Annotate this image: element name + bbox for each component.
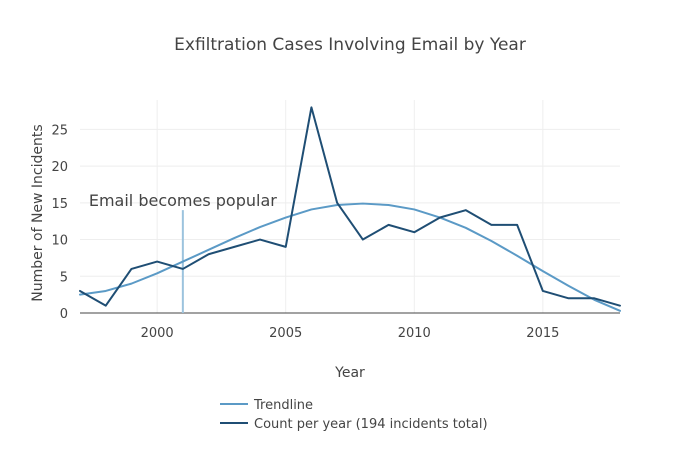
data-point-series-0: [180, 259, 185, 264]
x-axis-label: Year: [334, 365, 365, 381]
data-point-series-1: [386, 222, 391, 227]
x-tick-label: 2005: [269, 326, 302, 341]
data-point-series-0: [155, 271, 160, 276]
series-line-0: [79, 202, 621, 312]
y-tick-label: 15: [51, 197, 68, 212]
data-point-series-1: [103, 303, 108, 308]
y-tick-label: 20: [51, 160, 68, 175]
annotation-text: Email becomes popular: [89, 191, 277, 210]
data-point-series-0: [515, 253, 520, 258]
data-point-series-0: [129, 281, 134, 286]
data-point-series-1: [540, 288, 545, 293]
legend-label: Count per year (194 incidents total): [254, 417, 488, 432]
data-point-series-1: [412, 230, 417, 235]
data-point-series-1: [515, 222, 520, 227]
data-point-series-1: [283, 244, 288, 249]
data-point-series-0: [283, 215, 288, 220]
data-point-series-1: [78, 288, 83, 293]
data-point-series-1: [258, 237, 263, 242]
y-axis-label: Number of New Incidents: [30, 124, 46, 301]
data-point-series-1: [592, 296, 597, 301]
data-point-series-1: [566, 296, 571, 301]
data-point-series-0: [463, 225, 468, 230]
data-point-series-0: [206, 247, 211, 252]
data-point-series-1: [309, 105, 314, 110]
data-point-series-1: [155, 259, 160, 264]
x-tick-label: 2010: [398, 326, 431, 341]
data-point-series-1: [438, 215, 443, 220]
data-point-series-0: [309, 207, 314, 212]
data-point-series-1: [463, 208, 468, 213]
series-line-1: [79, 106, 621, 307]
legend: Trendline Count per year (194 incidents t…: [220, 398, 488, 432]
chart-title: Exfiltration Cases Involving Email by Ye…: [174, 35, 526, 55]
data-point-series-0: [103, 288, 108, 293]
data-point-series-1: [129, 266, 134, 271]
data-point-series-0: [232, 236, 237, 241]
y-tick-label: 5: [60, 270, 68, 285]
y-tick-label: 25: [51, 123, 68, 138]
axis-ticks: 2000 2005 2010 2015 0 5 10 15 20 25: [51, 123, 559, 341]
data-point-series-0: [566, 283, 571, 288]
data-point-series-1: [618, 303, 623, 308]
y-tick-label: 10: [51, 234, 68, 249]
legend-label: Trendline: [253, 398, 313, 413]
y-tick-label: 0: [60, 307, 68, 322]
data-point-series-0: [360, 201, 365, 206]
data-point-series-0: [258, 225, 263, 230]
data-point-series-1: [335, 200, 340, 205]
x-tick-label: 2000: [141, 326, 174, 341]
data-point-series-0: [386, 203, 391, 208]
data-point-series-0: [540, 269, 545, 274]
grid-lines: [80, 100, 620, 313]
data-point-series-1: [489, 222, 494, 227]
data-point-series-0: [412, 207, 417, 212]
data-point-series-1: [232, 244, 237, 249]
data-point-series-1: [360, 237, 365, 242]
x-tick-label: 2015: [526, 326, 559, 341]
data-point-series-1: [206, 252, 211, 257]
data-point-series-0: [489, 239, 494, 244]
data-point-series-1: [180, 266, 185, 271]
data-point-series-0: [618, 308, 623, 313]
annotation-layer: Email becomes popular: [89, 191, 277, 313]
series-layer: [78, 105, 623, 313]
